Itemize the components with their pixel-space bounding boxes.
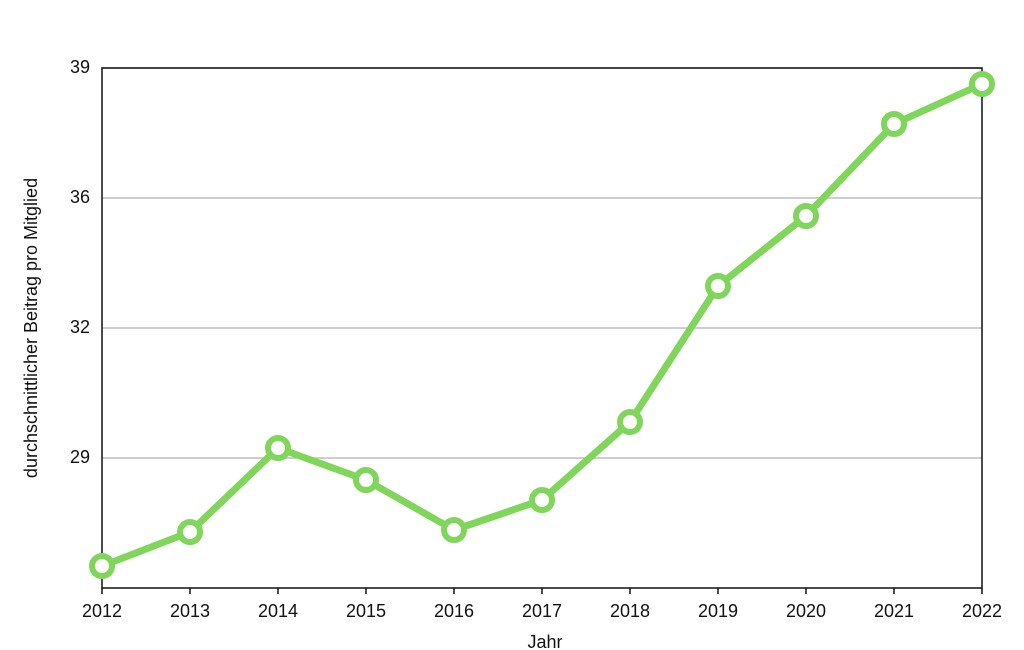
x-tick-label: 2021 (874, 601, 914, 621)
data-point (353, 467, 379, 493)
x-axis-label: Jahr (527, 632, 562, 650)
data-point (265, 435, 291, 461)
data-point (793, 203, 819, 229)
x-tick-label: 2015 (346, 601, 386, 621)
x-tick-label: 2017 (522, 601, 562, 621)
x-tick-label: 2019 (698, 601, 738, 621)
y-tick-label: 32 (70, 317, 90, 337)
x-tick-label: 2018 (610, 601, 650, 621)
data-point (969, 71, 995, 97)
data-point (705, 273, 731, 299)
x-tick-label: 2022 (962, 601, 1002, 621)
x-tick-label: 2016 (434, 601, 474, 621)
x-tick-label: 2020 (786, 601, 826, 621)
plot-frame (101, 67, 983, 589)
x-tick-label: 2013 (170, 601, 210, 621)
y-tick-label: 39 (70, 57, 90, 77)
data-point (529, 487, 555, 513)
data-point (881, 111, 907, 137)
data-point (617, 409, 643, 435)
y-axis-label: durchschnittlicher Beitrag pro Mitglied (21, 178, 41, 478)
data-point (441, 517, 467, 543)
y-tick-label: 36 (70, 187, 90, 207)
data-point (177, 519, 203, 545)
data-point (89, 553, 115, 579)
x-tick-label: 2014 (258, 601, 298, 621)
y-tick-label: 29 (70, 447, 90, 467)
x-tick-label: 2012 (82, 601, 122, 621)
